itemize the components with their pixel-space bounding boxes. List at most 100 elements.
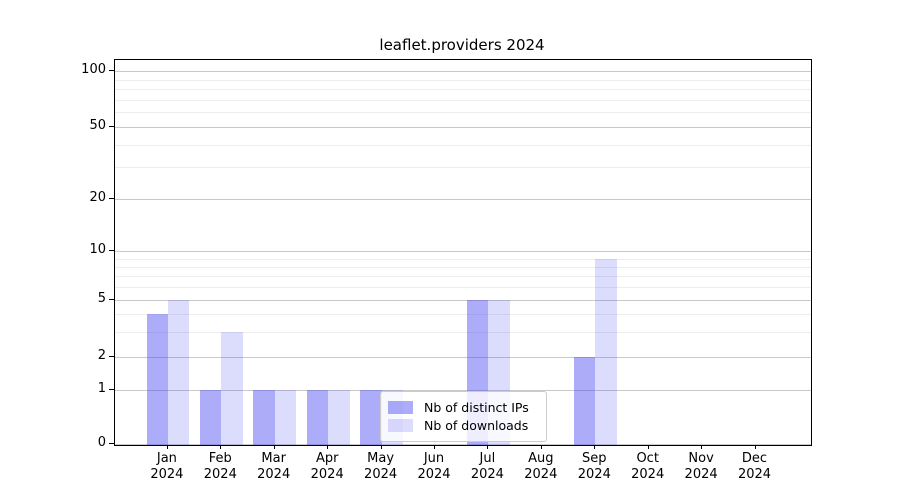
ytick-label-50: 50 <box>89 118 106 133</box>
xtick-month-oct: Oct <box>636 451 659 466</box>
xtick-label-feb: Feb 2024 <box>190 451 250 483</box>
xtick-year-jul: 2024 <box>470 467 504 482</box>
xtick-label-aug: Aug 2024 <box>511 451 571 483</box>
xtick-month-dec: Dec <box>741 451 768 466</box>
xtick-month-mar: Mar <box>261 451 286 466</box>
xtick-month-sep: Sep <box>582 451 607 466</box>
ytick-label-1: 1 <box>97 381 106 397</box>
gridline-minor-30 <box>115 167 811 168</box>
bar-ips-apr <box>306 390 329 445</box>
xtick-year-jun: 2024 <box>417 467 451 482</box>
plot-area <box>114 59 812 446</box>
gridline-major-20 <box>115 198 811 200</box>
bar-ips-jan <box>146 314 168 445</box>
xtick-year-aug: 2024 <box>524 467 558 482</box>
xtick-year-may: 2024 <box>364 467 398 482</box>
xtick-label-jan: Jan 2024 <box>137 451 197 483</box>
legend-label-distinct-ips: Nb of distinct IPs <box>424 399 529 415</box>
xtick-year-oct: 2024 <box>631 467 665 482</box>
xtick-label-sep: Sep 2024 <box>564 451 624 483</box>
gridline-major-5 <box>115 300 811 302</box>
xtick-year-jan: 2024 <box>150 467 184 482</box>
bar-ips-mar <box>253 390 275 445</box>
xtick-year-mar: 2024 <box>257 467 291 482</box>
gridline-major-2 <box>115 357 811 358</box>
xtick-label-nov: Nov 2024 <box>671 451 731 483</box>
xtick-month-may: May <box>367 451 395 466</box>
gridline-minor-80 <box>115 89 811 90</box>
xtick-mark-jun <box>434 445 435 449</box>
xtick-year-apr: 2024 <box>310 467 344 482</box>
xtick-mark-dec <box>754 445 756 449</box>
gridline-minor-40 <box>115 144 811 146</box>
bar-downloads-sep <box>595 258 617 445</box>
legend-swatch-distinct-ips-icon <box>388 400 413 414</box>
xtick-month-apr: Apr <box>315 451 339 466</box>
xtick-mark-apr <box>327 445 329 449</box>
ytick-mark-0 <box>109 442 114 444</box>
xtick-month-jun: Jun <box>423 451 445 466</box>
legend-item-downloads: Nb of downloads <box>388 417 538 436</box>
legend-item-distinct-ips: Nb of distinct IPs <box>388 398 538 417</box>
xtick-mark-nov <box>701 445 703 449</box>
ytick-mark-2 <box>109 356 114 357</box>
legend: Nb of distinct IPs Nb of downloads <box>380 391 547 442</box>
xtick-year-dec: 2024 <box>737 467 772 482</box>
bar-downloads-jan <box>167 300 190 445</box>
gridline-minor-70 <box>115 99 811 101</box>
xtick-month-aug: Aug <box>528 451 554 466</box>
ytick-mark-10 <box>109 250 114 251</box>
xtick-label-may: May 2024 <box>351 451 411 483</box>
xtick-mark-jan <box>166 445 168 449</box>
ytick-mark-1 <box>109 389 114 391</box>
ytick-mark-5 <box>109 299 114 301</box>
gridline-minor-7 <box>115 276 811 278</box>
xtick-mark-feb <box>220 445 222 449</box>
gridline-major-10 <box>115 251 811 252</box>
xtick-mark-jul <box>487 445 489 449</box>
xtick-label-oct: Oct 2024 <box>618 451 678 483</box>
bar-ips-may <box>360 390 382 445</box>
ytick-label-0: 0 <box>97 434 106 450</box>
gridline-major-50 <box>115 127 811 128</box>
ytick-label-2: 2 <box>97 348 106 363</box>
xtick-label-jul: Jul 2024 <box>457 451 517 483</box>
xtick-year-nov: 2024 <box>684 467 718 482</box>
gridline-minor-90 <box>115 79 811 81</box>
bar-downloads-feb <box>221 331 243 445</box>
xtick-mark-oct <box>647 445 649 449</box>
gridline-minor-9 <box>115 258 811 260</box>
ytick-label-5: 5 <box>97 291 106 307</box>
gridline-major-100 <box>115 71 811 72</box>
xtick-year-feb: 2024 <box>203 467 237 482</box>
gridline-minor-60 <box>115 112 811 114</box>
chart-title: leaflet.providers 2024 <box>379 36 545 54</box>
xtick-month-feb: Feb <box>208 451 232 466</box>
gridline-major-0 <box>115 443 811 445</box>
legend-label-downloads: Nb of downloads <box>424 418 529 434</box>
xtick-mark-may <box>380 445 382 449</box>
ytick-mark-100 <box>109 70 114 71</box>
xtick-label-mar: Mar 2024 <box>244 451 304 483</box>
xtick-mark-sep <box>594 445 596 449</box>
bar-downloads-apr <box>328 390 350 445</box>
ytick-label-10: 10 <box>89 242 106 257</box>
gridline-minor-3 <box>115 331 811 333</box>
gridline-minor-8 <box>115 266 811 268</box>
legend-swatch-downloads-icon <box>388 419 413 433</box>
ytick-label-100: 100 <box>81 62 106 77</box>
gridline-minor-6 <box>115 287 811 289</box>
xtick-mark-aug <box>540 445 542 449</box>
xtick-month-jul: Jul <box>479 451 496 466</box>
xtick-label-jun: Jun 2024 <box>404 451 464 483</box>
ytick-mark-50 <box>109 126 114 127</box>
bar-ips-sep <box>573 357 596 445</box>
xtick-year-sep: 2024 <box>577 467 611 482</box>
ytick-label-20: 20 <box>89 189 106 205</box>
bar-downloads-mar <box>274 390 297 445</box>
gridline-major-1 <box>115 390 811 392</box>
bar-ips-feb <box>199 390 222 445</box>
xtick-month-jan: Jan <box>156 451 177 466</box>
ytick-mark-20 <box>109 197 114 199</box>
